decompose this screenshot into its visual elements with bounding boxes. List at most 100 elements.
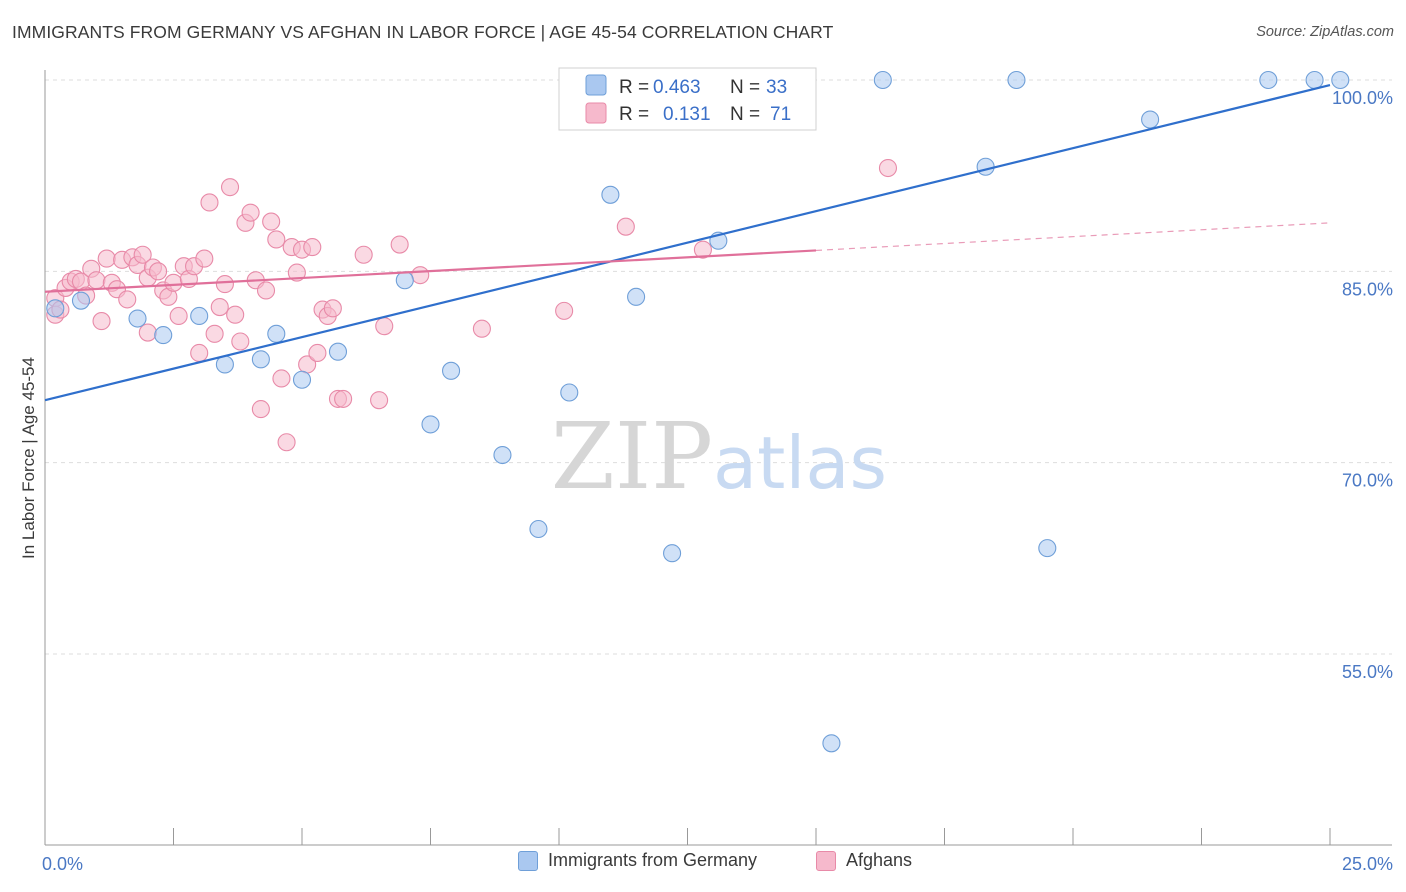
legend-blue-n-value: 33	[766, 77, 787, 98]
pink-point-35	[215, 275, 234, 294]
pink-point-22	[149, 262, 168, 281]
legend-blue-r-value: 0.463	[653, 77, 701, 98]
chart-source: Source: ZipAtlas.com	[1256, 24, 1394, 40]
pink-point-53	[308, 343, 327, 363]
blue-point-2	[128, 309, 147, 328]
legend-pink-n-value: 71	[770, 104, 791, 125]
pink-point-49	[287, 263, 306, 282]
tick-labels: 100.0% 85.0% 70.0% 55.0% 0.0% 25.0%	[42, 88, 1393, 874]
pink-point-31	[195, 249, 214, 268]
blue-point-26	[1038, 539, 1057, 558]
legend-germany-swatch	[518, 850, 538, 871]
blue-point-3	[154, 326, 173, 345]
pink-point-42	[251, 400, 270, 419]
pink-point-68	[878, 158, 898, 178]
legend-pink-n-label: N =	[730, 104, 760, 125]
y-tick-label-85: 85.0%	[1342, 279, 1393, 299]
pink-point-65	[555, 301, 574, 320]
pink-point-9	[87, 271, 106, 290]
pink-point-20	[138, 323, 157, 342]
blue-point-12	[442, 361, 461, 380]
blue-point-24	[976, 157, 995, 176]
pink-point-38	[231, 332, 250, 351]
y-axis-label: In Labor Force | Age 45-54	[19, 357, 38, 559]
y-tick-label-100: 100.0%	[1332, 88, 1393, 108]
watermark-atlas: atlas	[713, 421, 887, 505]
blue-point-8	[292, 370, 312, 389]
pink-point-36	[220, 178, 240, 197]
pink-point-46	[272, 369, 291, 388]
watermark: ZIP atlas	[551, 403, 887, 510]
blue-point-16	[601, 185, 620, 204]
pink-point-67	[693, 240, 712, 259]
pink-point-45	[267, 230, 286, 249]
legend-item-afghans: Afghans	[816, 850, 912, 871]
pink-point-60	[370, 391, 389, 410]
legend-blue-r-label: R =	[619, 77, 649, 98]
pink-point-47	[277, 433, 296, 452]
pink-point-59	[354, 245, 373, 264]
trend-lines	[44, 84, 1331, 402]
blue-point-6	[251, 350, 270, 369]
afghans-points	[46, 158, 898, 452]
x-tick-label-0: 0.0%	[42, 854, 83, 874]
blue-trend-line	[44, 84, 1331, 402]
legend-afghans-label: Afghans	[846, 850, 913, 870]
series-legend: Immigrants from Germany Afghans	[0, 850, 1406, 880]
x-tick-label-25: 25.0%	[1342, 854, 1393, 874]
legend-blue-n-label: N =	[730, 77, 760, 98]
blue-point-10	[395, 271, 414, 290]
blue-point-9	[328, 342, 348, 361]
legend-germany-label: Immigrants from Germany	[548, 850, 758, 870]
pink-point-37	[226, 305, 245, 324]
y-tick-label-70: 70.0%	[1342, 471, 1393, 491]
grid-lines	[45, 79, 1392, 655]
blue-point-23	[873, 70, 892, 90]
pink-point-44	[262, 212, 281, 231]
legend-afghans-swatch	[816, 850, 836, 871]
pink-point-25	[164, 273, 183, 292]
pink-point-18	[133, 245, 152, 264]
blue-point-4	[190, 306, 209, 326]
blue-point-14	[529, 519, 548, 539]
blue-point-25	[1007, 70, 1026, 90]
pink-point-64	[472, 319, 491, 338]
chart-title: IMMIGRANTS FROM GERMANY VS AFGHAN IN LAB…	[12, 22, 834, 42]
blue-point-11	[421, 415, 440, 434]
blue-point-1	[71, 291, 91, 310]
axes	[44, 70, 1392, 846]
watermark-zip: ZIP	[551, 403, 713, 510]
blue-point-22	[822, 734, 841, 753]
legend-pink-r-label: R =	[619, 104, 649, 125]
correlation-legend: R = 0.463 N = 33 R = 0.131 N = 71	[558, 67, 817, 131]
blue-point-30	[1331, 70, 1350, 90]
blue-point-13	[493, 445, 512, 465]
pink-point-11	[97, 249, 116, 268]
blue-point-27	[1141, 110, 1160, 129]
pink-point-66	[616, 217, 635, 236]
blue-point-15	[560, 383, 579, 402]
pink-point-62	[390, 235, 409, 254]
y-tick-label-55: 55.0%	[1342, 662, 1393, 682]
pink-point-10	[92, 312, 111, 331]
legend-item-germany: Immigrants from Germany	[518, 850, 757, 871]
pink-point-61	[375, 317, 394, 336]
pink-point-52	[303, 238, 322, 257]
legend-pink-r-value: 0.131	[663, 104, 711, 125]
pink-point-33	[205, 324, 224, 343]
legend-pink-swatch	[585, 102, 607, 124]
blue-point-28	[1259, 70, 1278, 90]
pink-point-15	[118, 290, 137, 309]
blue-point-17	[627, 287, 646, 306]
blue-point-7	[267, 324, 286, 343]
pink-point-30	[190, 343, 209, 363]
blue-point-0	[46, 299, 65, 318]
pink-point-43	[256, 281, 276, 300]
legend-blue-swatch	[585, 74, 607, 96]
pink-point-63	[411, 266, 430, 285]
pink-point-32	[200, 193, 219, 212]
pink-point-26	[169, 306, 188, 326]
pink-trend-line	[44, 249, 817, 293]
blue-point-18	[663, 544, 682, 563]
